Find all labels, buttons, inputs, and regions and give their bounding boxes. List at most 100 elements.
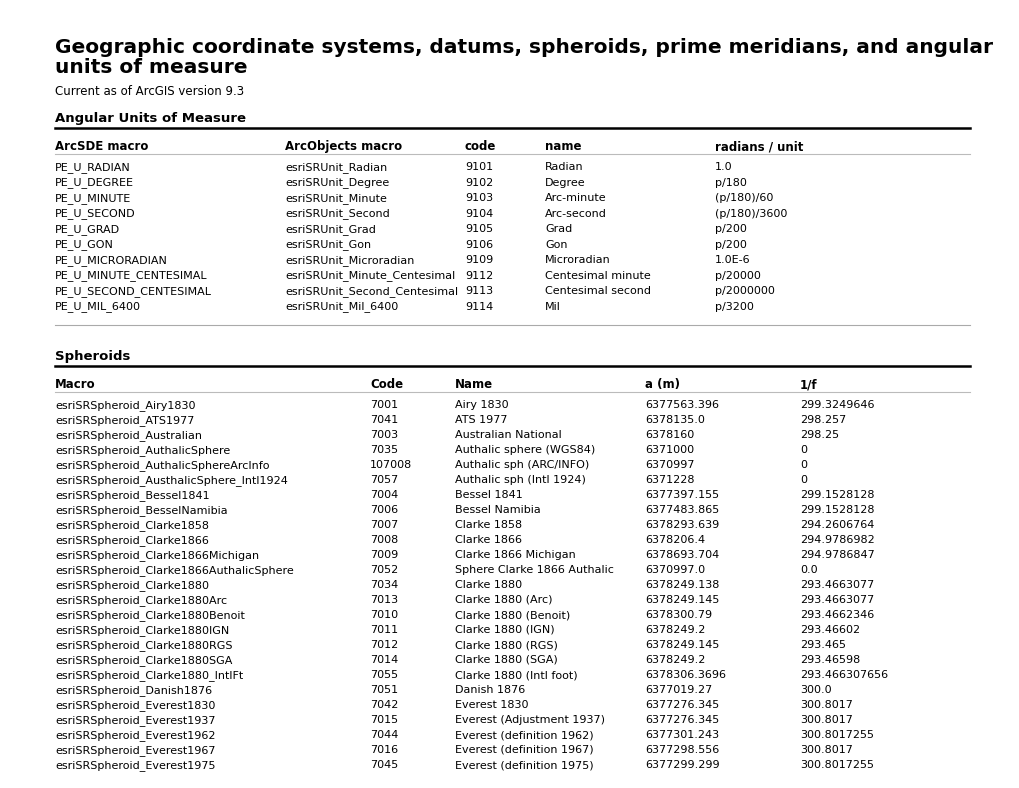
Text: esriSRSpheroid_Danish1876: esriSRSpheroid_Danish1876	[55, 685, 212, 696]
Text: Authalic sphere (WGS84): Authalic sphere (WGS84)	[454, 445, 595, 455]
Text: esriSRSpheroid_Clarke1880Arc: esriSRSpheroid_Clarke1880Arc	[55, 595, 227, 606]
Text: Airy 1830: Airy 1830	[454, 400, 508, 410]
Text: esriSRUnit_Microradian: esriSRUnit_Microradian	[284, 255, 414, 266]
Text: Clarke 1866: Clarke 1866	[454, 535, 522, 545]
Text: 1/f: 1/f	[799, 378, 817, 391]
Text: esriSRSpheroid_ATS1977: esriSRSpheroid_ATS1977	[55, 415, 195, 426]
Text: Everest (Adjustment 1937): Everest (Adjustment 1937)	[454, 715, 604, 725]
Text: esriSRSpheroid_Clarke1880IGN: esriSRSpheroid_Clarke1880IGN	[55, 625, 229, 636]
Text: 7042: 7042	[370, 700, 398, 710]
Text: 7001: 7001	[370, 400, 397, 410]
Text: 293.46598: 293.46598	[799, 655, 859, 665]
Text: 6371228: 6371228	[644, 475, 694, 485]
Text: 9109: 9109	[465, 255, 493, 265]
Text: p/3200: p/3200	[714, 302, 753, 311]
Text: esriSRSpheroid_Everest1937: esriSRSpheroid_Everest1937	[55, 715, 215, 726]
Text: Everest (definition 1975): Everest (definition 1975)	[454, 760, 593, 770]
Text: Macro: Macro	[55, 378, 96, 391]
Text: 293.46602: 293.46602	[799, 625, 859, 635]
Text: Bessel 1841: Bessel 1841	[454, 490, 523, 500]
Text: 9103: 9103	[465, 193, 492, 203]
Text: esriSRUnit_Grad: esriSRUnit_Grad	[284, 224, 376, 235]
Text: 299.3249646: 299.3249646	[799, 400, 873, 410]
Text: Authalic sph (ARC/INFO): Authalic sph (ARC/INFO)	[454, 460, 589, 470]
Text: 7044: 7044	[370, 730, 398, 740]
Text: 6370997.0: 6370997.0	[644, 565, 704, 575]
Text: Clarke 1880: Clarke 1880	[454, 580, 522, 590]
Text: 9102: 9102	[465, 177, 493, 188]
Text: 299.1528128: 299.1528128	[799, 505, 873, 515]
Text: p/200: p/200	[714, 240, 746, 250]
Text: 7045: 7045	[370, 760, 397, 770]
Text: 293.4662346: 293.4662346	[799, 610, 873, 620]
Text: 7006: 7006	[370, 505, 397, 515]
Text: Clarke 1880 (Arc): Clarke 1880 (Arc)	[454, 595, 552, 605]
Text: esriSRSpheroid_Clarke1880SGA: esriSRSpheroid_Clarke1880SGA	[55, 655, 232, 666]
Text: 6377276.345: 6377276.345	[644, 700, 718, 710]
Text: Australian National: Australian National	[454, 430, 561, 440]
Text: p/20000: p/20000	[714, 270, 760, 281]
Text: esriSRSpheroid_AuthalicSphere: esriSRSpheroid_AuthalicSphere	[55, 445, 230, 456]
Text: Grad: Grad	[544, 224, 572, 234]
Text: esriSRUnit_Second_Centesimal: esriSRUnit_Second_Centesimal	[284, 286, 458, 297]
Text: 6378693.704: 6378693.704	[644, 550, 718, 560]
Text: radians / unit: radians / unit	[714, 140, 803, 153]
Text: Authalic sph (Intl 1924): Authalic sph (Intl 1924)	[454, 475, 585, 485]
Text: Bessel Namibia: Bessel Namibia	[454, 505, 540, 515]
Text: Degree: Degree	[544, 177, 585, 188]
Text: 107008: 107008	[370, 460, 412, 470]
Text: esriSRSpheroid_Everest1962: esriSRSpheroid_Everest1962	[55, 730, 215, 741]
Text: Sphere Clarke 1866 Authalic: Sphere Clarke 1866 Authalic	[454, 565, 613, 575]
Text: ArcObjects macro: ArcObjects macro	[284, 140, 401, 153]
Text: 6378249.138: 6378249.138	[644, 580, 718, 590]
Text: esriSRSpheroid_BesselNamibia: esriSRSpheroid_BesselNamibia	[55, 505, 227, 516]
Text: PE_U_MINUTE: PE_U_MINUTE	[55, 193, 131, 204]
Text: Danish 1876: Danish 1876	[454, 685, 525, 695]
Text: p/200: p/200	[714, 224, 746, 234]
Text: Everest 1830: Everest 1830	[454, 700, 528, 710]
Text: PE_U_MICRORADIAN: PE_U_MICRORADIAN	[55, 255, 168, 266]
Text: 1.0: 1.0	[714, 162, 732, 172]
Text: esriSRUnit_Radian: esriSRUnit_Radian	[284, 162, 387, 173]
Text: Code: Code	[370, 378, 403, 391]
Text: esriSRSpheroid_AuthalicSphereArcInfo: esriSRSpheroid_AuthalicSphereArcInfo	[55, 460, 269, 471]
Text: Name: Name	[454, 378, 492, 391]
Text: 0.0: 0.0	[799, 565, 817, 575]
Text: Clarke 1880 (RGS): Clarke 1880 (RGS)	[454, 640, 557, 650]
Text: 6378206.4: 6378206.4	[644, 535, 704, 545]
Text: 300.8017255: 300.8017255	[799, 730, 873, 740]
Text: esriSRUnit_Minute: esriSRUnit_Minute	[284, 193, 386, 204]
Text: Centesimal minute: Centesimal minute	[544, 270, 650, 281]
Text: esriSRSpheroid_Everest1830: esriSRSpheroid_Everest1830	[55, 700, 215, 711]
Text: Clarke 1880 (Intl foot): Clarke 1880 (Intl foot)	[454, 670, 577, 680]
Text: esriSRSpheroid_Clarke1880Benoit: esriSRSpheroid_Clarke1880Benoit	[55, 610, 245, 621]
Text: 6377298.556: 6377298.556	[644, 745, 718, 755]
Text: esriSRSpheroid_Bessel1841: esriSRSpheroid_Bessel1841	[55, 490, 210, 501]
Text: PE_U_SECOND: PE_U_SECOND	[55, 209, 136, 219]
Text: 6377563.396: 6377563.396	[644, 400, 718, 410]
Text: 300.8017: 300.8017	[799, 745, 852, 755]
Text: 7034: 7034	[370, 580, 397, 590]
Text: esriSRSpheroid_Clarke1866: esriSRSpheroid_Clarke1866	[55, 535, 209, 546]
Text: 7052: 7052	[370, 565, 397, 575]
Text: 9104: 9104	[465, 209, 493, 218]
Text: esriSRUnit_Degree: esriSRUnit_Degree	[284, 177, 389, 188]
Text: Arc-second: Arc-second	[544, 209, 606, 218]
Text: name: name	[544, 140, 581, 153]
Text: 293.4663077: 293.4663077	[799, 595, 873, 605]
Text: PE_U_DEGREE: PE_U_DEGREE	[55, 177, 133, 188]
Text: ATS 1977: ATS 1977	[454, 415, 507, 425]
Text: PE_U_SECOND_CENTESIMAL: PE_U_SECOND_CENTESIMAL	[55, 286, 212, 297]
Text: esriSRUnit_Gon: esriSRUnit_Gon	[284, 240, 371, 251]
Text: esriSRSpheroid_Everest1967: esriSRSpheroid_Everest1967	[55, 745, 215, 756]
Text: PE_U_MINUTE_CENTESIMAL: PE_U_MINUTE_CENTESIMAL	[55, 270, 208, 281]
Text: Mil: Mil	[544, 302, 560, 311]
Text: units of measure: units of measure	[55, 58, 248, 77]
Text: 9114: 9114	[465, 302, 493, 311]
Text: p/2000000: p/2000000	[714, 286, 774, 296]
Text: PE_U_GON: PE_U_GON	[55, 240, 114, 251]
Text: Clarke 1866 Michigan: Clarke 1866 Michigan	[454, 550, 575, 560]
Text: 7009: 7009	[370, 550, 397, 560]
Text: esriSRSpheroid_Airy1830: esriSRSpheroid_Airy1830	[55, 400, 196, 411]
Text: 6378300.79: 6378300.79	[644, 610, 711, 620]
